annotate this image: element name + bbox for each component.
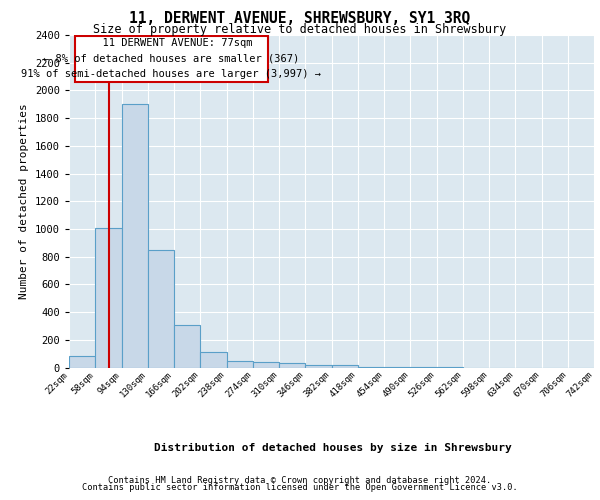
Bar bbox=[95, 228, 121, 368]
Text: Size of property relative to detached houses in Shrewsbury: Size of property relative to detached ho… bbox=[94, 22, 506, 36]
FancyBboxPatch shape bbox=[75, 36, 268, 82]
Y-axis label: Number of detached properties: Number of detached properties bbox=[19, 104, 29, 299]
Text: ← 8% of detached houses are smaller (367): ← 8% of detached houses are smaller (367… bbox=[43, 54, 299, 64]
Bar bbox=[358, 367, 384, 368]
Text: Contains public sector information licensed under the Open Government Licence v3: Contains public sector information licen… bbox=[82, 484, 518, 492]
Bar bbox=[69, 356, 95, 368]
Text: Contains HM Land Registry data © Crown copyright and database right 2024.: Contains HM Land Registry data © Crown c… bbox=[109, 476, 491, 485]
Bar bbox=[305, 366, 331, 368]
Bar bbox=[200, 352, 227, 368]
Bar bbox=[121, 104, 148, 368]
Text: 91% of semi-detached houses are larger (3,997) →: 91% of semi-detached houses are larger (… bbox=[22, 69, 322, 79]
Text: 11 DERWENT AVENUE: 77sqm: 11 DERWENT AVENUE: 77sqm bbox=[90, 38, 253, 48]
Text: 11, DERWENT AVENUE, SHREWSBURY, SY1 3RQ: 11, DERWENT AVENUE, SHREWSBURY, SY1 3RQ bbox=[130, 11, 470, 26]
Bar bbox=[174, 324, 200, 368]
Bar bbox=[331, 366, 358, 368]
Bar bbox=[227, 360, 253, 368]
Bar bbox=[279, 364, 305, 368]
Text: Distribution of detached houses by size in Shrewsbury: Distribution of detached houses by size … bbox=[154, 442, 512, 452]
Bar bbox=[253, 362, 279, 368]
Bar bbox=[148, 250, 174, 368]
